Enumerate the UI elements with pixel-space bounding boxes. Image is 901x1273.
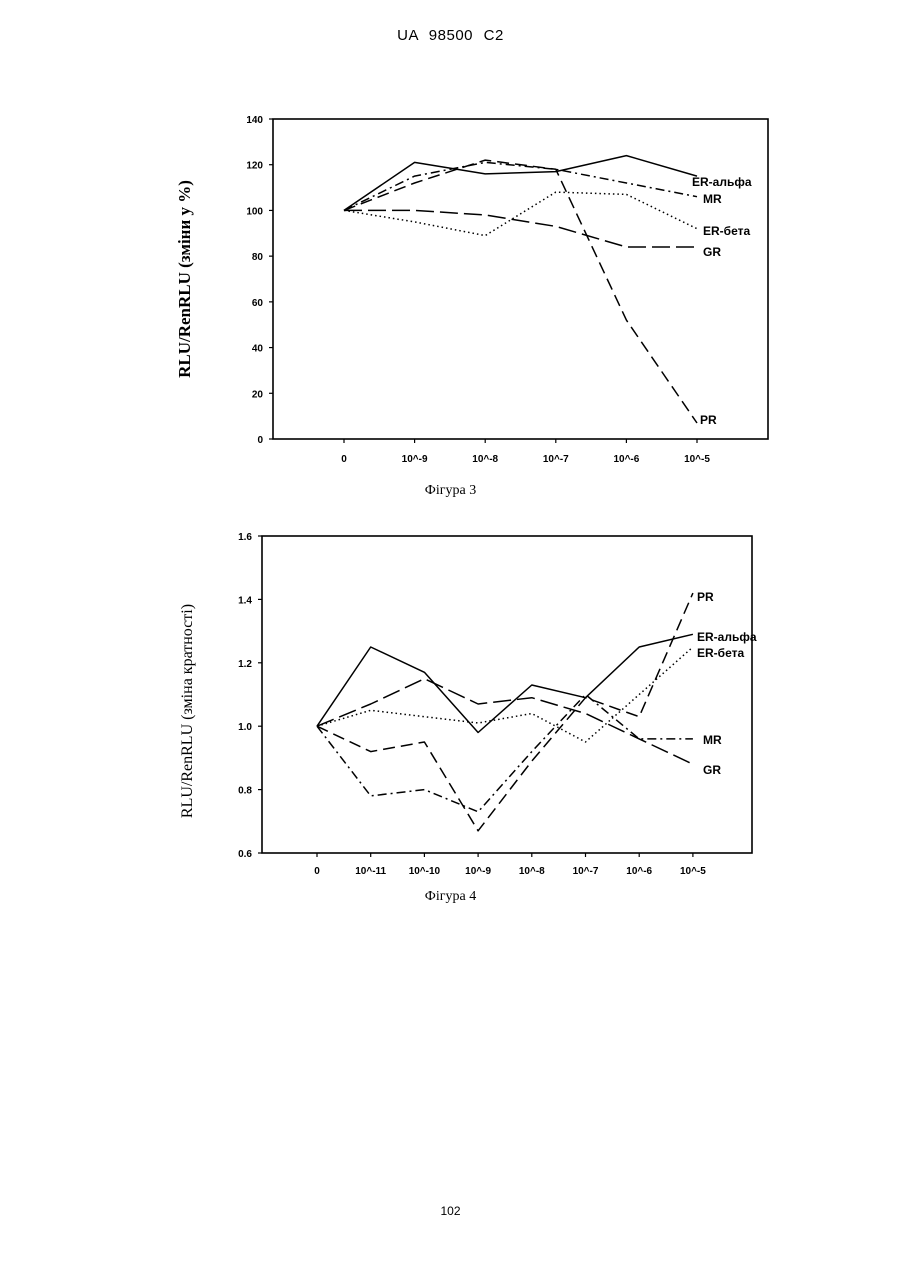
plot-frame bbox=[262, 536, 752, 853]
series-label: ER-бета bbox=[697, 646, 744, 660]
x-tick-label: 10^-6 bbox=[626, 866, 652, 877]
figure-4-caption: Фігура 4 bbox=[0, 889, 901, 905]
series-label: GR bbox=[703, 763, 721, 777]
x-tick-label: 10^-11 bbox=[355, 866, 386, 877]
x-tick-label: 10^-10 bbox=[409, 866, 441, 877]
y-tick-label: 0.8 bbox=[238, 786, 252, 797]
series-label: MR bbox=[703, 733, 722, 747]
series-line-er-альфа bbox=[317, 634, 693, 732]
series-line-mr bbox=[317, 695, 693, 812]
chart-figure-4: 0.6 0.8 1.0 1.2 1.4 1.6 0 10^-11 10^-10 10^-9 10^-… bbox=[0, 0, 901, 920]
series-label: ER-альфа bbox=[697, 630, 757, 644]
y-axis-label: RLU/RenRLU (зміна кратності) bbox=[179, 604, 196, 818]
page-number: 102 bbox=[0, 1204, 901, 1218]
y-tick-label: 1.4 bbox=[238, 595, 252, 606]
x-tick-label: 10^-9 bbox=[465, 866, 491, 877]
x-tick-label: 0 bbox=[314, 866, 320, 877]
series-line-er-бета bbox=[317, 647, 693, 742]
series-label: PR bbox=[697, 590, 714, 604]
x-tick-label: 10^-8 bbox=[519, 866, 545, 877]
x-tick-label: 10^-5 bbox=[680, 866, 706, 877]
y-tick-label: 1.2 bbox=[238, 659, 252, 670]
y-tick-label: 1.0 bbox=[238, 722, 252, 733]
y-tick-label: 0.6 bbox=[238, 849, 252, 860]
y-tick-label: 1.6 bbox=[238, 532, 252, 543]
x-tick-label: 10^-7 bbox=[573, 866, 599, 877]
